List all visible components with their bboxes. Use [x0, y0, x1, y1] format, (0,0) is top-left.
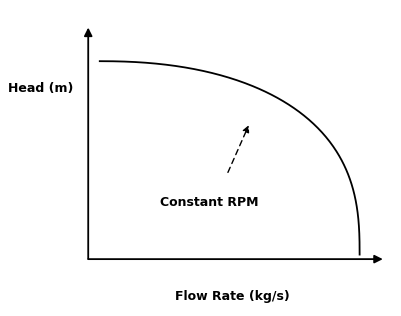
Text: Constant RPM: Constant RPM	[160, 196, 259, 209]
Text: Flow Rate (kg/s): Flow Rate (kg/s)	[175, 290, 290, 303]
Text: Head (m): Head (m)	[8, 82, 73, 95]
